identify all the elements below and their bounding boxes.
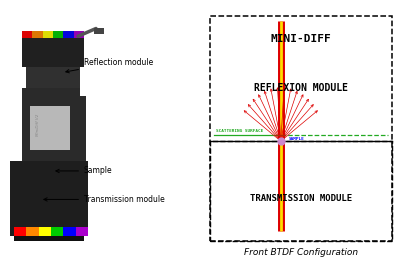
Bar (22, 31, 32, 38)
Bar (210, 141, 392, 241)
Bar (63, 227, 76, 236)
Bar (51, 227, 63, 236)
Bar (43, 31, 53, 38)
Bar (74, 31, 84, 38)
Bar (22, 88, 80, 161)
Text: TRANSMISSION MODULE: TRANSMISSION MODULE (250, 193, 352, 203)
Text: Front BTDF Configuration: Front BTDF Configuration (244, 248, 358, 257)
Bar (14, 227, 26, 236)
Bar (32, 31, 43, 38)
Text: SAMPLE: SAMPLE (289, 136, 304, 141)
Text: REFLEXION MODULE: REFLEXION MODULE (254, 83, 348, 93)
Text: MINI-DIFF: MINI-DIFF (270, 34, 331, 44)
Text: MiniDiff V2: MiniDiff V2 (36, 113, 40, 135)
Bar (22, 96, 86, 161)
Bar (10, 161, 88, 236)
Bar (26, 67, 80, 88)
Bar (30, 106, 70, 150)
Bar (0, 0, 206, 259)
Bar (53, 31, 63, 38)
Bar (206, 0, 400, 259)
Bar (94, 28, 104, 34)
Bar (26, 227, 39, 236)
Bar (22, 31, 84, 67)
Text: Reflection module: Reflection module (66, 58, 153, 73)
Text: Transmission module: Transmission module (44, 195, 165, 204)
Bar (76, 227, 88, 236)
Text: Sample: Sample (56, 167, 113, 175)
Text: SCATTERING SURFACE: SCATTERING SURFACE (216, 128, 263, 133)
Bar (39, 227, 51, 236)
Bar (63, 31, 74, 38)
Bar (210, 16, 392, 241)
Bar (14, 231, 84, 241)
